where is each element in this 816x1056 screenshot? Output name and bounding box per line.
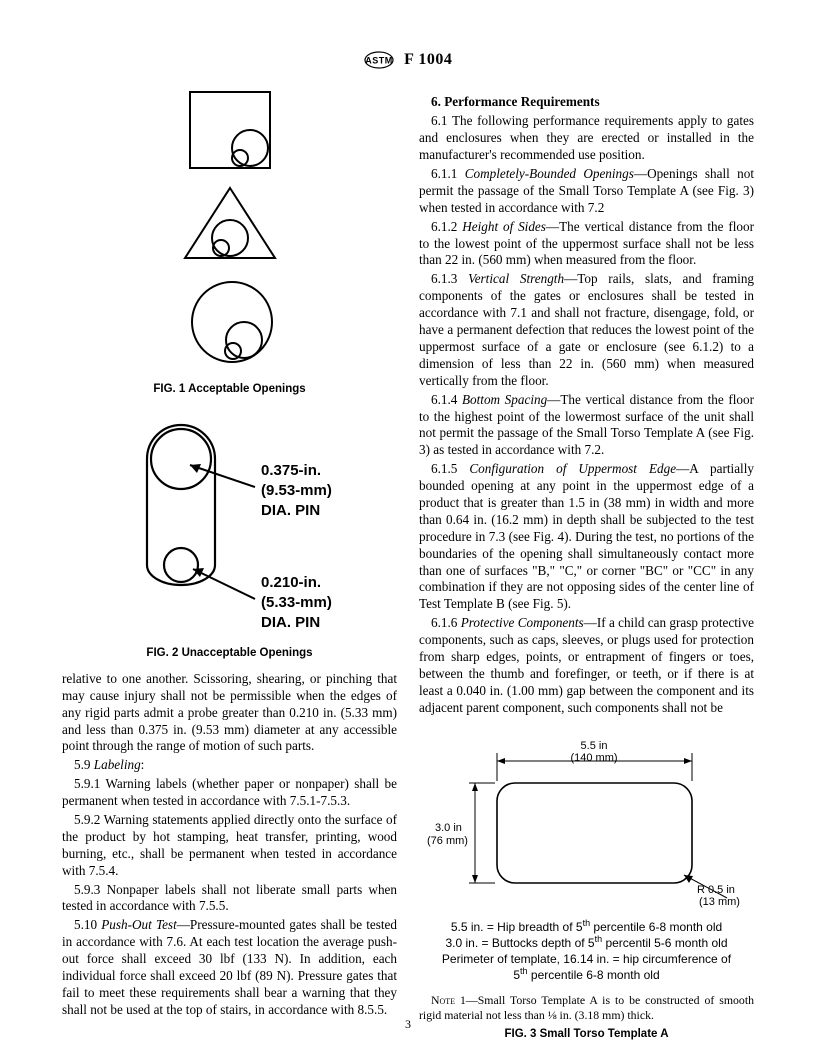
svg-text:ASTM: ASTM [365, 56, 393, 66]
svg-text:R 0.5 in: R 0.5 in [697, 884, 735, 896]
fig1-acceptable-openings [145, 88, 315, 378]
svg-text:(5.33-mm): (5.33-mm) [261, 594, 332, 611]
astm-logo-icon: ASTM [364, 51, 394, 69]
para-5-9-2: 5.9.2 Warning statements applied directl… [62, 812, 397, 880]
page-header: ASTM F 1004 [62, 50, 754, 70]
para-6-1-2: 6.1.2 Height of Sides—The vertical dista… [419, 219, 754, 270]
para-5-9-1: 5.9.1 Warning labels (whether paper or n… [62, 776, 397, 810]
svg-text:(13 mm): (13 mm) [699, 896, 740, 908]
para-5-8-cont: relative to one another. Scissoring, she… [62, 671, 397, 755]
para-6-1-3: 6.1.3 Vertical Strength—Top rails, slats… [419, 271, 754, 389]
para-5-10: 5.10 Push-Out Test—Pressure-mounted gate… [62, 917, 397, 1018]
para-6-1-1: 6.1.1 Completely-Bounded Openings—Openin… [419, 166, 754, 217]
left-column: FIG. 1 Acceptable Openings 0.375-in. [62, 88, 397, 1052]
fig3-notes: 5.5 in. = Hip breadth of 5th percentile … [419, 919, 754, 984]
fig2-unacceptable-openings: 0.375-in. (9.53-mm) DIA. PIN 0.210-in. (… [85, 407, 375, 642]
para-6-1-5: 6.1.5 Configuration of Uppermost Edge—A … [419, 461, 754, 613]
page-number: 3 [0, 1017, 816, 1032]
para-6-1-4: 6.1.4 Bottom Spacing—The vertical distan… [419, 392, 754, 460]
svg-text:(140 mm): (140 mm) [570, 752, 617, 764]
svg-text:DIA. PIN: DIA. PIN [261, 614, 320, 631]
svg-text:0.210-in.: 0.210-in. [261, 574, 321, 591]
svg-text:3.0 in: 3.0 in [435, 822, 462, 834]
svg-text:0.375-in.: 0.375-in. [261, 462, 321, 479]
section-6-head: 6. Performance Requirements [419, 94, 754, 111]
fig3-small-torso-template: 5.5 in (140 mm) 3.0 in (76 mm) R 0.5 in … [427, 733, 747, 913]
para-5-9-3: 5.9.3 Nonpaper labels shall not liberate… [62, 882, 397, 916]
standard-id: F 1004 [404, 51, 452, 68]
svg-text:(9.53-mm): (9.53-mm) [261, 482, 332, 499]
svg-text:DIA. PIN: DIA. PIN [261, 502, 320, 519]
svg-text:(76 mm): (76 mm) [427, 835, 468, 847]
para-6-1-6: 6.1.6 Protective Components—If a child c… [419, 615, 754, 716]
svg-text:5.5 in: 5.5 in [580, 740, 607, 752]
fig2-caption: FIG. 2 Unacceptable Openings [62, 646, 397, 661]
fig1-caption: FIG. 1 Acceptable Openings [62, 382, 397, 397]
para-5-9: 5.9 Labeling: [62, 757, 397, 774]
right-column: 6. Performance Requirements 6.1 The foll… [419, 88, 754, 1052]
para-6-1: 6.1 The following performance requiremen… [419, 113, 754, 164]
